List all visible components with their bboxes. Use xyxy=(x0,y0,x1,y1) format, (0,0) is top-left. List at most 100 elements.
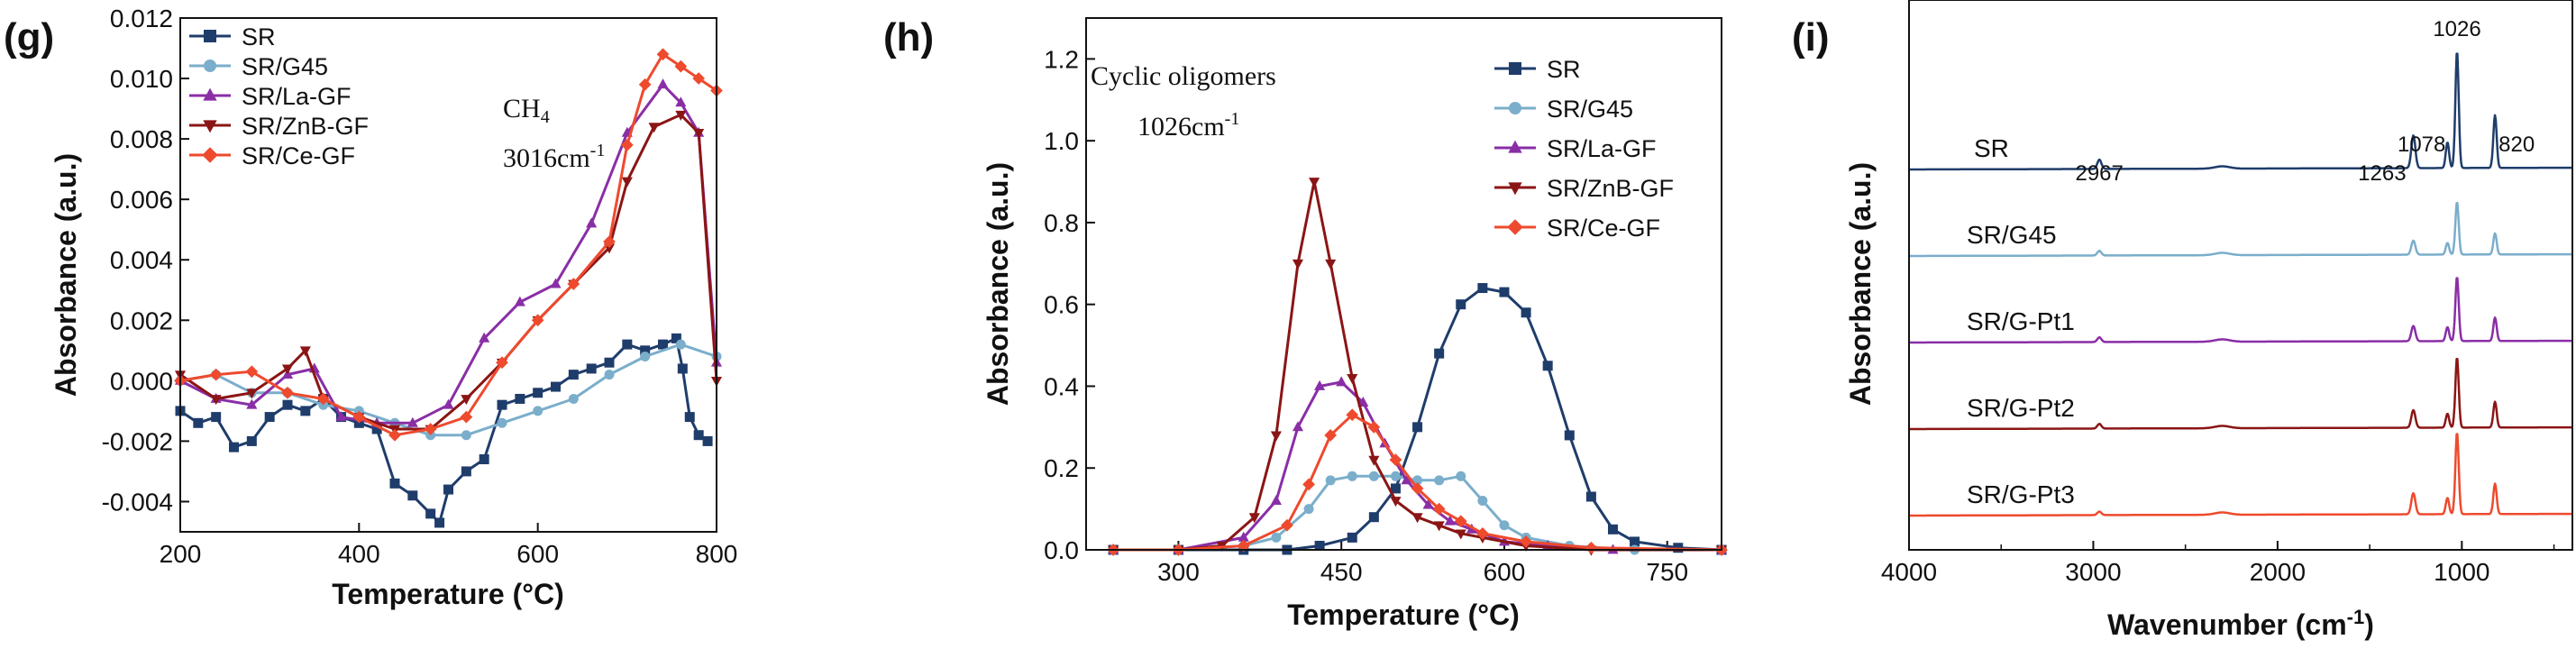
h-ytick-label: 0.0 xyxy=(1044,536,1079,564)
panel-i-xlabel-end: ) xyxy=(2364,608,2374,641)
g-data-point-sr-ce-gf xyxy=(316,392,330,406)
g-data-point-sr-ce-gf xyxy=(460,410,473,424)
i-xtick-label: 3000 xyxy=(2065,558,2121,586)
i-series-name-sr-g-pt1: SR/G-Pt1 xyxy=(1967,307,2075,335)
panel-h-label: (h) xyxy=(883,15,934,59)
g-data-point-sr-la-gf xyxy=(246,398,258,409)
h-data-point-sr-g45 xyxy=(1499,520,1510,531)
panel-g: (g) 200 400 600 800 -0.004 -0.002 0.000 0.002 0.… xyxy=(4,5,737,610)
panel-i: (i) 4000 3000 2000 1000 Wavenumber (cm-1) A… xyxy=(1792,0,2573,641)
h-xtick-label: 600 xyxy=(1484,558,1526,586)
h-data-point-sr-ce-gf xyxy=(1411,482,1424,495)
h-data-point-sr-znb-gf xyxy=(1390,497,1402,507)
h-legend-label-sr: SR xyxy=(1547,56,1581,83)
g-data-point-sr-la-gf xyxy=(586,217,598,228)
g-data-point-sr-znb-gf xyxy=(246,388,258,399)
h-data-point-sr xyxy=(1499,287,1510,297)
g-data-point-sr-ce-gf xyxy=(424,423,437,435)
g-data-point-sr xyxy=(246,435,257,446)
h-xtick-label: 450 xyxy=(1320,558,1363,586)
panel-i-xlabel: Wavenumber (cm-1) xyxy=(2107,606,2374,641)
h-legend-label-sr-znb-gf: SR/ZnB-GF xyxy=(1547,175,1674,202)
g-data-point-sr xyxy=(389,478,400,489)
g-data-point-sr xyxy=(193,417,204,428)
g-data-point-sr-znb-gf xyxy=(693,129,705,140)
panel-g-ticks: 200 400 600 800 -0.004 -0.002 0.000 0.002 0.004 0… xyxy=(102,5,738,568)
g-data-point-sr-ce-gf xyxy=(388,428,401,442)
g-legend-marker-sr-la-gf xyxy=(203,87,217,101)
panel-h-annotation-wn-sup: -1 xyxy=(1225,109,1240,129)
g-legend-label-sr-la-gf: SR/La-GF xyxy=(242,83,352,110)
h-legend-label-sr-la-gf: SR/La-GF xyxy=(1547,135,1657,162)
g-data-point-sr xyxy=(371,424,382,434)
panel-g-annotation-wn-sup: -1 xyxy=(590,141,606,160)
panel-h-ylabel: Absorbance (a.u.) xyxy=(982,162,1014,406)
panel-h-annotation-wn: 1026cm xyxy=(1137,112,1225,142)
g-legend-label-sr: SR xyxy=(242,23,276,50)
g-data-point-sr-ce-gf xyxy=(496,356,508,370)
h-data-point-sr-la-gf xyxy=(1238,531,1249,542)
g-data-point-sr-ce-gf xyxy=(209,368,223,381)
h-data-point-sr xyxy=(1390,483,1401,494)
g-xtick-label: 200 xyxy=(160,540,202,568)
h-ytick-label: 0.8 xyxy=(1044,209,1079,237)
h-data-point-sr-ce-gf xyxy=(1475,526,1489,540)
g-ytick-label: 0.004 xyxy=(110,246,173,274)
g-data-point-sr xyxy=(693,430,704,441)
i-spectrum-sr xyxy=(1908,52,2573,171)
i-spectrum-sr-g45 xyxy=(1908,202,2573,258)
h-data-point-sr xyxy=(1585,491,1596,502)
panel-h-xlabel: Temperature (°C) xyxy=(1287,599,1520,631)
h-data-point-sr xyxy=(1673,543,1684,553)
g-data-point-sr-g45 xyxy=(533,406,544,416)
h-data-point-sr-ce-gf xyxy=(1585,541,1598,554)
h-data-point-sr-ce-gf xyxy=(1454,515,1467,528)
g-legend-label-sr-znb-gf: SR/ZnB-GF xyxy=(242,113,369,140)
h-data-point-sr-ce-gf xyxy=(1367,420,1381,434)
g-data-point-sr xyxy=(434,517,445,528)
i-spectrum-sr-g-pt2 xyxy=(1908,358,2573,431)
g-legend-marker-sr-g45 xyxy=(204,59,216,72)
h-legend-label-sr-g45: SR/G45 xyxy=(1547,96,1633,123)
g-ytick-label: 0.012 xyxy=(110,5,173,32)
g-data-point-sr xyxy=(515,393,525,404)
panel-i-peak-labels: 2967 1263 1078 1026 820 xyxy=(2075,17,2535,186)
g-data-point-sr-la-gf xyxy=(479,332,490,343)
i-spectrum-sr-g-pt1 xyxy=(1908,277,2573,344)
g-data-point-sr-ce-gf xyxy=(674,59,688,73)
i-xtick-label: 1000 xyxy=(2434,558,2489,586)
g-data-point-sr-ce-gf xyxy=(245,365,259,379)
g-data-point-sr xyxy=(497,399,507,410)
h-data-point-sr xyxy=(1434,348,1445,359)
g-data-point-sr-znb-gf xyxy=(210,395,222,406)
i-peak-label-1078: 1078 xyxy=(2398,133,2445,157)
h-data-point-sr-la-gf xyxy=(1401,474,1412,485)
g-data-point-sr xyxy=(622,339,633,350)
g-data-point-sr xyxy=(551,381,561,392)
h-data-point-sr xyxy=(1542,361,1553,371)
panel-i-label: (i) xyxy=(1792,15,1830,59)
g-data-point-sr xyxy=(211,412,222,423)
g-data-point-sr-la-gf xyxy=(406,416,418,427)
h-data-point-sr-g45 xyxy=(1434,475,1445,486)
h-data-point-sr-znb-gf xyxy=(1248,513,1260,524)
h-data-point-sr-ce-gf xyxy=(1237,539,1250,553)
g-ytick-label: 0.010 xyxy=(110,65,173,93)
panel-i-plot-frame xyxy=(1908,0,2573,551)
h-data-point-sr xyxy=(1564,430,1575,441)
g-data-point-sr-g45 xyxy=(568,393,579,404)
h-data-point-sr-g45 xyxy=(1368,471,1379,481)
g-data-point-sr-la-gf xyxy=(550,278,562,288)
g-ytick-label: 0.000 xyxy=(110,367,173,395)
g-data-point-sr xyxy=(684,412,695,423)
h-data-point-sr xyxy=(1630,536,1640,547)
g-data-point-sr xyxy=(443,484,453,495)
g-legend-marker-sr-ce-gf xyxy=(202,147,218,163)
panel-i-ylabel: Absorbance (a.u.) xyxy=(1844,162,1877,406)
panel-g-series xyxy=(174,48,723,528)
g-xtick-label: 400 xyxy=(338,540,380,568)
g-data-point-sr xyxy=(702,435,713,446)
h-legend-label-sr-ce-gf: SR/Ce-GF xyxy=(1547,215,1660,242)
g-data-point-sr xyxy=(586,363,597,374)
i-series-name-sr: SR xyxy=(1974,134,2009,162)
